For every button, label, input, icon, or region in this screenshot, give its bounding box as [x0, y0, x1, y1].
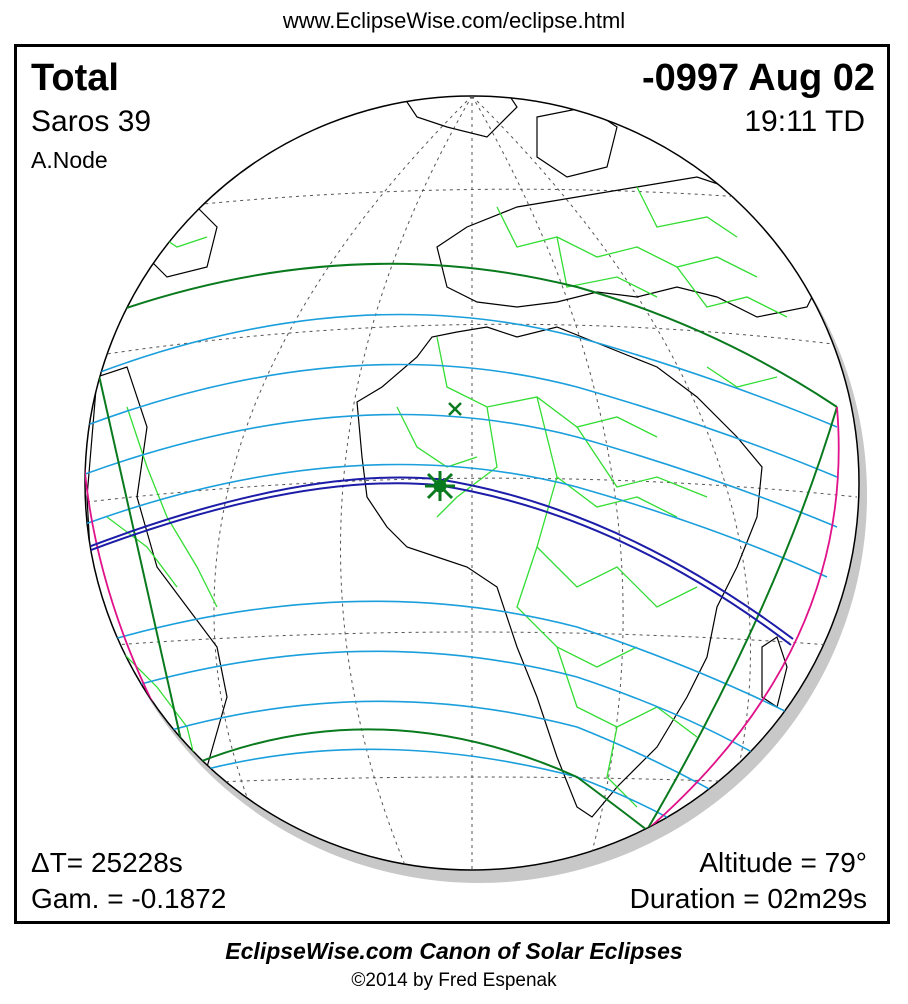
- globe-map: [84, 95, 867, 883]
- copyright: ©2014 by Fred Espenak: [351, 970, 557, 991]
- eclipse-type: Total: [31, 57, 119, 99]
- penumbra-limits: [86, 262, 838, 831]
- eclipse-map-frame: Total Saros 39 A.Node -0997 Aug 02 19:11…: [14, 44, 890, 924]
- eclipse-time: 19:11 TD: [744, 105, 865, 138]
- subsolar-point-marker: [448, 402, 462, 416]
- url-header: www.EclipseWise.com/eclipse.html: [282, 8, 626, 33]
- eclipse-date: -0997 Aug 02: [641, 57, 875, 99]
- saros-number: Saros 39: [31, 105, 152, 138]
- greatest-eclipse-marker: [425, 471, 455, 501]
- altitude: Altitude = 79°: [699, 847, 867, 878]
- gamma: Gam. = -0.1872: [31, 883, 227, 914]
- delta-t: ΔT= 25228s: [31, 847, 183, 878]
- canon-title: EclipseWise.com Canon of Solar Eclipses: [225, 938, 683, 964]
- node-label: A.Node: [31, 147, 108, 173]
- partial-eclipse-lines: [85, 313, 838, 848]
- duration: Duration = 02m29s: [629, 883, 867, 914]
